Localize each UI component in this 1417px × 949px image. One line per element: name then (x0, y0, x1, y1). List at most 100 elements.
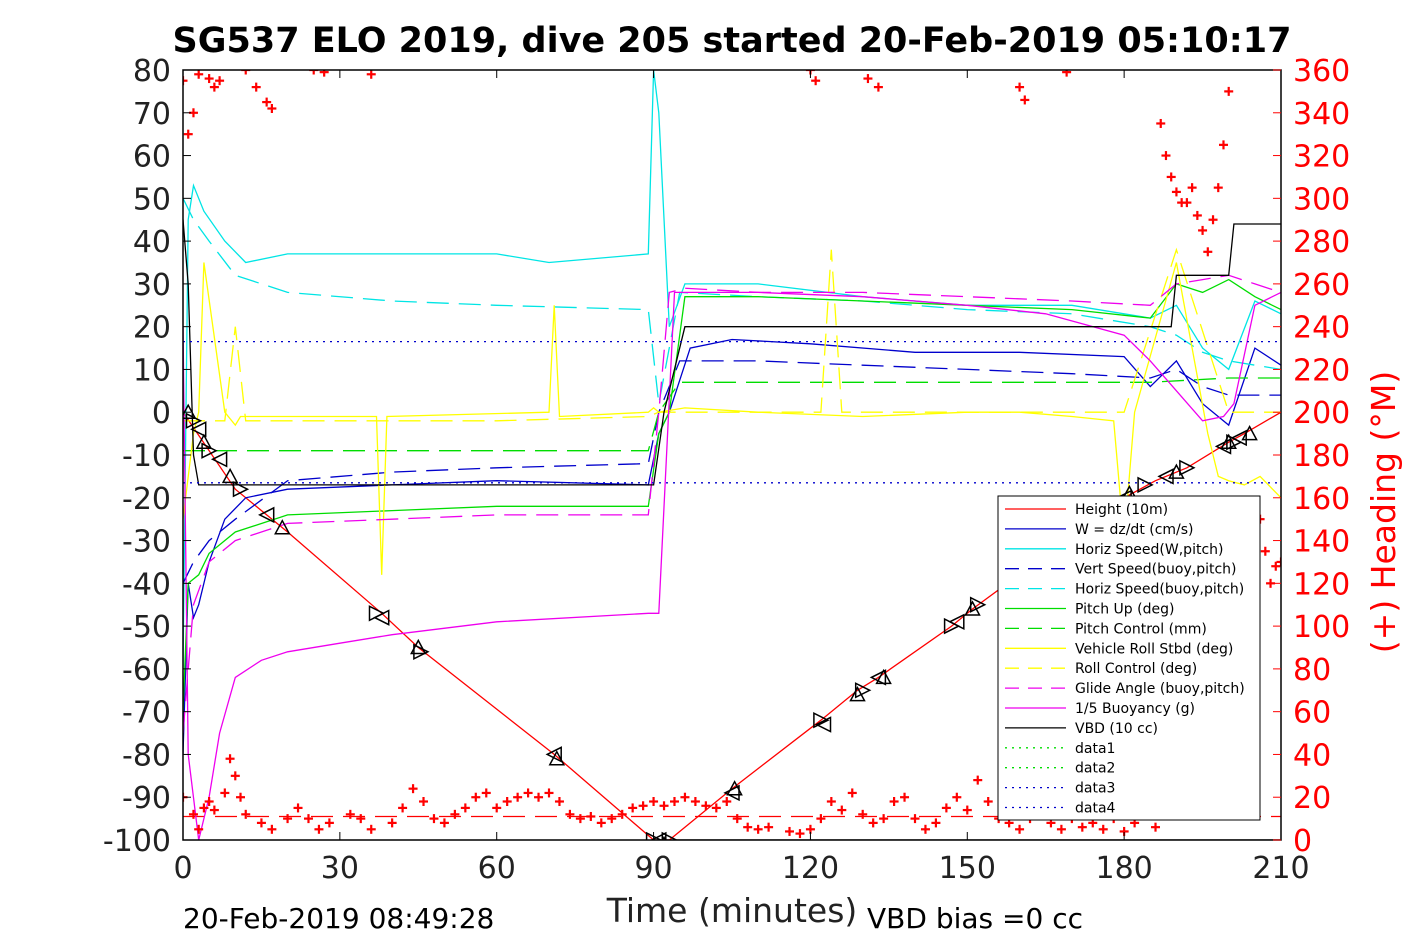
legend-label: Pitch Control (mm) (1075, 621, 1207, 637)
heading-point (879, 814, 889, 824)
x-tick-label: 30 (321, 851, 359, 886)
y-tick-label: 50 (133, 182, 171, 217)
legend-entry-data1: data1 (1005, 741, 1115, 757)
sample-marker (410, 638, 427, 655)
heading-point (303, 814, 313, 824)
y2-tick-label: 220 (1293, 353, 1350, 388)
legend-label: Roll Control (deg) (1075, 661, 1197, 677)
sample-marker (723, 784, 740, 802)
heading-point (366, 824, 376, 834)
y-tick-label: -20 (122, 482, 171, 517)
heading-point (267, 824, 277, 834)
sample-marker (814, 716, 832, 733)
heading-point (225, 754, 235, 764)
legend-label: data2 (1075, 761, 1115, 777)
sample-marker (221, 467, 239, 484)
heading-point (638, 801, 648, 811)
heading-point (952, 792, 962, 802)
y-tick-label: -100 (103, 824, 171, 859)
heading-point (920, 824, 930, 834)
y-tick-label: -60 (122, 653, 171, 688)
x-axis-label: Time (minutes) (606, 891, 858, 930)
marker-group (183, 403, 1258, 840)
heading-point (858, 809, 868, 819)
y-tick-label: -70 (122, 696, 171, 731)
sample-marker (813, 711, 830, 729)
heading-point (1276, 557, 1281, 567)
heading-point (209, 805, 219, 815)
heading-point (701, 801, 711, 811)
legend-entry-horiz-speed-buoy-pitch: Horiz Speed(buoy,pitch) (1005, 582, 1244, 598)
y2-tick-label: 180 (1293, 439, 1350, 474)
heading-point (983, 797, 993, 806)
legend-entry-data3: data3 (1005, 781, 1115, 797)
heading-point (534, 792, 544, 802)
heading-point (889, 797, 899, 806)
heading-point (554, 797, 564, 806)
y2-tick-label: 240 (1293, 311, 1350, 346)
legend-entry-pitch-up-deg: Pitch Up (deg) (1005, 602, 1174, 618)
heading-point (900, 792, 910, 802)
heading-point (267, 104, 277, 113)
heading-point (1161, 151, 1171, 161)
heading-point (204, 797, 214, 806)
heading-point (680, 792, 690, 802)
sample-marker (1179, 459, 1196, 477)
legend-label: Glide Angle (buoy,pitch) (1075, 681, 1245, 697)
x-tick-label: 60 (478, 851, 516, 886)
series-pitch-control-mm (183, 377, 1281, 452)
heading-point (215, 76, 225, 86)
heading-point (863, 74, 873, 84)
y-tick-label: 10 (133, 353, 171, 388)
heading-point (251, 82, 261, 92)
sample-marker (1137, 476, 1154, 494)
heading-point (931, 818, 941, 828)
sample-marker (373, 609, 390, 626)
heading-point (811, 76, 821, 86)
heading-point (607, 814, 617, 824)
legend-entry-vehicle-roll-stbd-deg: Vehicle Roll Stbd (deg) (1005, 641, 1233, 657)
footer-timestamp: 20-Feb-2019 08:49:28 (183, 902, 494, 935)
heading-point (659, 801, 669, 811)
chart-title: SG537 ELO 2019, dive 205 started 20-Feb-… (173, 21, 1292, 61)
legend-label: data3 (1075, 781, 1115, 797)
heading-point (1187, 183, 1197, 193)
y2-tick-label: 300 (1293, 182, 1350, 217)
heading-point (1260, 546, 1270, 556)
heading-point (795, 829, 805, 839)
heading-point (492, 803, 502, 813)
heading-point (283, 814, 293, 824)
sample-marker (1230, 429, 1247, 447)
sample-marker (274, 519, 291, 535)
heading-point (962, 805, 972, 815)
sample-marker (1157, 468, 1174, 485)
legend-label: Horiz Speed(buoy,pitch) (1075, 582, 1244, 598)
legend-box (997, 495, 1261, 821)
y2-tick-label: 20 (1293, 781, 1331, 816)
legend-label: W = dz/dt (cm/s) (1075, 522, 1194, 538)
y2-tick-label: 340 (1293, 97, 1350, 132)
y2-tick-label: 360 (1293, 54, 1350, 89)
heading-point (1218, 140, 1228, 150)
heading-point (408, 784, 418, 794)
legend-entry-vert-speed-buoy-pitch: Vert Speed(buoy,pitch) (1005, 562, 1237, 578)
heading-point (732, 814, 742, 824)
heading-point (220, 788, 230, 798)
sample-marker (948, 613, 965, 631)
y2-tick-label: 0 (1293, 824, 1312, 859)
x-tick-label: 0 (173, 851, 192, 886)
sample-marker (854, 682, 872, 699)
heading-point (241, 809, 251, 819)
legend-label: Pitch Up (deg) (1075, 602, 1174, 618)
heading-point (1203, 247, 1213, 257)
legend-label: 1/5 Buoyancy (g) (1075, 701, 1195, 717)
heading-point (209, 82, 219, 92)
heading-point (711, 803, 721, 813)
legend-entry-glide-angle-buoy-pitch: Glide Angle (buoy,pitch) (1005, 681, 1245, 697)
heading-point (241, 70, 251, 75)
heading-point (319, 70, 329, 77)
heading-point (1020, 95, 1030, 105)
y2-axis-label: (+) Heading (°M) (1364, 371, 1403, 653)
y-tick-label: -10 (122, 439, 171, 474)
heading-point (429, 814, 439, 824)
